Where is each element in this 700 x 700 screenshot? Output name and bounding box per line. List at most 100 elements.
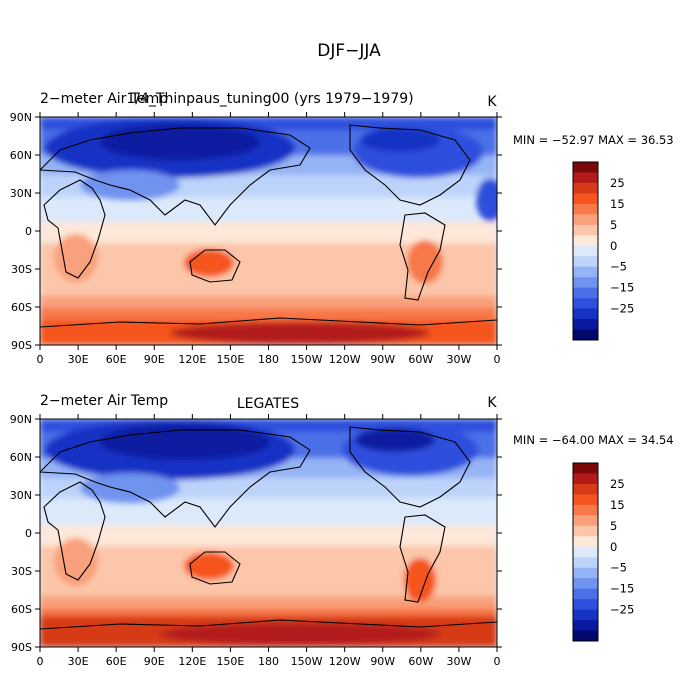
panel-2-coastlines <box>40 426 497 630</box>
y-tick-label: 30S <box>11 565 32 578</box>
panel-1-x-axis: 0 30E 60E 90E 120E 150E 180 150W 120W 90W 60W 30W 0 <box>37 112 501 366</box>
colorbar-swatch <box>573 494 598 506</box>
y-tick-label: 30N <box>10 489 32 502</box>
colorbar-swatch <box>573 620 598 631</box>
x-tick-label: 90W <box>370 655 395 668</box>
y-tick-label: 90S <box>11 339 32 352</box>
colorbar-swatch <box>573 483 598 495</box>
panel-1-y-axis: 90N 60N 30N 0 30S 60S 90S <box>10 111 502 352</box>
colorbar-swatch <box>573 546 598 558</box>
x-tick-label: 150E <box>216 353 244 366</box>
x-tick-label: 0 <box>37 655 44 668</box>
colorbar-swatch <box>573 277 598 289</box>
y-tick-label: 0 <box>25 527 32 540</box>
colorbar-label: −5 <box>610 561 627 575</box>
colorbar-swatch <box>573 266 598 278</box>
colorbar-frame <box>572 161 599 341</box>
colorbar-swatch <box>573 567 598 579</box>
y-tick-label: 30N <box>10 187 32 200</box>
colorbar-swatch <box>573 287 598 299</box>
colorbar-swatch <box>573 203 598 215</box>
panel-1-colorbar: 25 15 5 0 −5 −15 −25 <box>572 161 634 341</box>
panel-1-model: 2−meter Air Temp 1/4_Thinpaus_tuning00 (… <box>10 91 674 366</box>
colorbar-swatch <box>573 515 598 527</box>
x-tick-label: 120E <box>178 655 206 668</box>
colorbar-label: 15 <box>610 197 625 211</box>
panel-2-x-axis: 0 30E 60E 90E 120E 150E 180 150W 120W 90W 60W 30W 0 <box>37 414 501 668</box>
colorbar-swatch <box>573 599 598 610</box>
colorbar-swatch <box>573 224 598 236</box>
panel-2-units: K <box>487 395 497 411</box>
colorbar-label: 0 <box>610 239 617 253</box>
x-tick-label: 0 <box>494 655 501 668</box>
colorbar-label: 25 <box>610 176 625 190</box>
colorbar-swatch <box>573 473 598 485</box>
panel-2-center-title: LEGATES <box>237 396 299 412</box>
panel-2-colorbar: 25 15 5 0 −5 −15 −25 <box>572 462 634 642</box>
colorbar-swatch <box>573 308 598 320</box>
colorbar-swatch <box>573 630 598 642</box>
panel-1-left-title: 2−meter Air Temp <box>40 91 168 107</box>
x-tick-label: 30W <box>446 353 471 366</box>
panel-2-minmax: MIN = −64.00 MAX = 34.54 <box>513 433 674 447</box>
x-tick-label: 30E <box>68 353 89 366</box>
colorbar-swatch <box>573 588 598 600</box>
x-tick-label: 120W <box>329 655 361 668</box>
y-tick-label: 90N <box>10 111 32 124</box>
colorbar-swatch <box>573 578 598 590</box>
colorbar-swatch <box>573 298 598 309</box>
y-tick-label: 90S <box>11 641 32 654</box>
x-tick-label: 60E <box>106 655 127 668</box>
colorbar-label: −25 <box>610 603 634 617</box>
y-tick-label: 30S <box>11 263 32 276</box>
panel-2-field <box>40 419 497 647</box>
colorbar-label: 25 <box>610 477 625 491</box>
colorbar-swatch <box>573 609 598 621</box>
colorbar-swatch <box>573 463 598 474</box>
figure-title: DJF−JJA <box>317 41 381 61</box>
colorbar-swatch <box>573 235 598 247</box>
colorbar-swatch <box>573 245 598 257</box>
colorbar-label: 5 <box>610 519 617 533</box>
y-tick-label: 0 <box>25 225 32 238</box>
panel-2-legates: 2−meter Air Temp LEGATES K MIN = −64.00 … <box>10 393 674 668</box>
x-tick-label: 0 <box>37 353 44 366</box>
colorbar-swatch <box>573 162 598 173</box>
panel-1-minmax: MIN = −52.97 MAX = 36.53 <box>513 133 674 147</box>
colorbar-swatch <box>573 525 598 537</box>
colorbar-swatch <box>573 504 598 516</box>
y-tick-label: 90N <box>10 413 32 426</box>
x-tick-label: 30W <box>446 655 471 668</box>
y-tick-label: 60N <box>10 149 32 162</box>
colorbar-label: 5 <box>610 218 617 232</box>
colorbar-label: 0 <box>610 540 617 554</box>
x-tick-label: 180 <box>258 353 279 366</box>
x-tick-label: 90E <box>144 655 165 668</box>
y-tick-label: 60S <box>11 301 32 314</box>
colorbar-label: −15 <box>610 582 634 596</box>
panel-1-coastlines <box>40 124 497 328</box>
x-tick-label: 60W <box>408 655 433 668</box>
x-tick-label: 150W <box>291 353 323 366</box>
panel-2-y-axis: 90N 60N 30N 0 30S 60S 90S <box>10 413 502 654</box>
y-tick-label: 60N <box>10 451 32 464</box>
colorbar-swatch <box>573 319 598 330</box>
x-tick-label: 30E <box>68 655 89 668</box>
colorbar-swatch <box>573 193 598 205</box>
colorbar-swatch <box>573 329 598 341</box>
panel-1-field <box>40 117 497 345</box>
panel-2-left-title: 2−meter Air Temp <box>40 393 168 409</box>
panel-1-units: K <box>487 94 497 110</box>
colorbar-swatch <box>573 536 598 548</box>
y-tick-label: 60S <box>11 603 32 616</box>
colorbar-label: −5 <box>610 260 627 274</box>
x-tick-label: 60W <box>408 353 433 366</box>
colorbar-swatch <box>573 182 598 194</box>
x-tick-label: 120W <box>329 353 361 366</box>
colorbar-frame <box>572 462 599 642</box>
colorbar-label: 15 <box>610 498 625 512</box>
x-tick-label: 150E <box>216 655 244 668</box>
x-tick-label: 60E <box>106 353 127 366</box>
colorbar-label: −25 <box>610 302 634 316</box>
